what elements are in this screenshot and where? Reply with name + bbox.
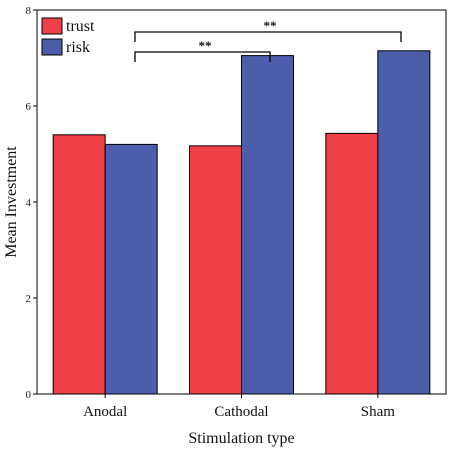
bar-trust-sham [325,132,379,395]
bars-layer [52,50,431,395]
legend: trust risk [41,17,95,56]
x-axis-label: Stimulation type [188,430,294,447]
legend-swatch-trust [41,17,63,35]
significance-layer: ** ** [134,18,402,62]
y-tick-label: 4 [26,197,32,209]
y-tick-label: 0 [26,389,32,401]
y-tick-label: 8 [26,5,32,17]
significance-label: ** [264,18,277,33]
y-axis: 0 2 4 6 8 [26,5,37,401]
y-axis-label: Mean Investment [3,146,20,258]
legend-swatch-risk [41,38,63,56]
x-tick-label: Cathodal [214,404,268,420]
bar-risk-sham [377,50,431,395]
significance-bracket [134,51,271,62]
significance-bracket [134,31,402,42]
bar-risk-cathodal [241,55,294,395]
x-tick-label: Anodal [83,404,127,420]
bar-trust-anodal [52,134,106,395]
bar-trust-cathodal [189,145,242,395]
y-tick-label: 6 [26,101,32,113]
y-tick-label: 2 [26,293,32,305]
bar-risk-anodal [104,143,158,395]
x-axis: Anodal Cathodal Sham [83,394,395,420]
legend-label-trust: trust [66,18,95,35]
x-tick-label: Sham [361,404,396,420]
significance-label: ** [199,38,212,53]
legend-label-risk: risk [66,39,90,56]
